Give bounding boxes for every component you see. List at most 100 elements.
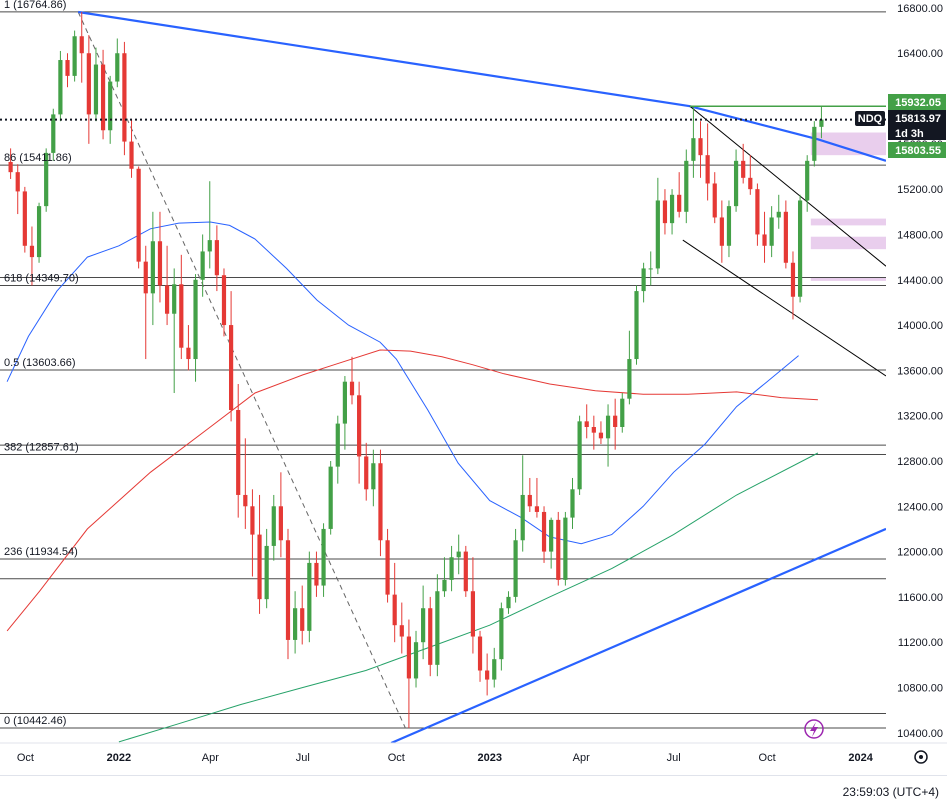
candle-body-89 [641,268,646,292]
lightning-icon [804,719,824,739]
candle-body-39 [285,540,291,640]
y-tick-label-5: 14400.00 [897,275,943,287]
candle-body-25 [186,347,191,360]
gear-icon [914,750,928,764]
fib-label-5: 236 (11934.54) [4,546,78,558]
bottom-bar: 23:59:03 (UTC+4) [0,775,947,808]
candle-body-17 [129,141,134,169]
candle-body-23 [172,284,177,314]
candle-body-47 [342,381,347,424]
candle-body-48 [349,381,355,396]
candle-body-45 [328,466,333,529]
candle-body-92 [662,200,668,224]
candle-body-50 [364,456,369,490]
y-tick-label-8: 13200.00 [897,411,943,423]
candle-body-13 [100,64,106,131]
candle-body-51 [371,463,376,490]
fib-label-1: 86 (15411.86) [4,152,72,164]
x-tick-label-8: Oct [759,752,776,764]
candle-body-107 [769,217,774,246]
y-tick-label-14: 10800.00 [897,683,943,695]
candle-body-28 [207,240,212,252]
candle-body-98 [705,155,710,184]
candle-body-1 [15,172,20,192]
candle-body-52 [378,463,383,541]
price-tag-bg-1 [888,110,946,126]
candle-body-77 [556,519,561,580]
candle-body-76 [549,519,554,552]
candle-body-29 [214,240,219,276]
plot-area [0,10,886,743]
candle-body-43 [314,562,319,586]
y-tick-label-4: 14800.00 [897,229,943,241]
candle-body-27 [200,251,205,280]
price-tag-label-1: 15813.97 [895,113,941,125]
candle-body-102 [733,160,739,207]
candle-body-71 [513,540,518,597]
candle-body-68 [492,659,497,680]
candle-body-49 [357,395,362,457]
candle-body-32 [236,410,241,495]
candle-body-109 [783,211,788,263]
candle-body-95 [684,160,689,212]
candle-body-54 [392,594,397,626]
price-tag-label-2: 15803.55 [895,145,941,157]
countdown-label: 1d 3h [895,128,924,140]
x-tick-label-5: 2023 [477,752,501,764]
y-tick-label-1: 16400.00 [897,48,943,60]
symbol-tag-bg [855,111,885,126]
candle-body-93 [669,194,675,224]
candle-body-57 [413,642,419,679]
x-tick-label-1: 2022 [107,752,131,764]
candle-body-36 [264,545,269,600]
candle-body-74 [534,506,540,512]
candle-body-2 [22,191,27,246]
candle-body-73 [527,494,532,507]
fib-label-2: 618 (14349.70) [4,272,79,284]
price-tag-label-0: 15932.05 [895,97,941,109]
candle-body-64 [463,551,468,592]
y-tick-label-10: 12400.00 [897,501,943,513]
gear-icon-center [919,755,923,759]
candle-body-114 [819,119,824,127]
ma-red-line [6,349,818,632]
candle-body-44 [321,528,326,586]
candle-body-21 [157,241,163,286]
candle-body-34 [250,506,255,535]
y-tick-label-0: 16800.00 [897,3,943,15]
candle-body-82 [591,426,596,433]
fib-label-0: 1 (16764.86) [4,0,66,11]
x-tick-label-7: Jul [667,752,681,764]
candle-body-41 [300,608,305,631]
candle-body-66 [477,636,483,671]
candle-body-58 [421,608,426,643]
candle-body-85 [613,415,618,427]
x-tick-label-9: 2024 [848,752,873,764]
fib-label-3: 0.5 (13603.66) [4,357,76,369]
candle-body-106 [762,234,767,246]
price-chart[interactable]: 1 (16764.86) 86 (15411.86) 618 (14349.70) 0… [0,0,947,775]
candle-body-16 [122,53,127,142]
candle-body-79 [570,489,575,518]
candle-body-110 [790,262,796,297]
candle-body-46 [335,423,340,467]
candle-body-103 [741,160,746,178]
y-tick-label-9: 12800.00 [897,456,943,468]
ma-green-line [118,452,819,743]
candle-body-20 [150,241,155,294]
candle-body-12 [93,64,99,115]
candle-body-37 [271,506,276,546]
x-tick-label-0: Oct [17,752,34,764]
channel-lower-line [682,239,886,377]
lightning-bolt-icon [810,722,818,737]
candle-body-72 [520,494,525,541]
candle-body-97 [698,138,703,156]
candle-body-63 [456,551,461,558]
clock[interactable]: 23:59:03 (UTC+4) [842,785,939,799]
candle-body-4 [36,206,42,258]
candle-body-8 [65,60,70,76]
zone-0 [810,132,886,156]
candle-body-9 [72,36,77,76]
zone-2 [810,236,886,250]
